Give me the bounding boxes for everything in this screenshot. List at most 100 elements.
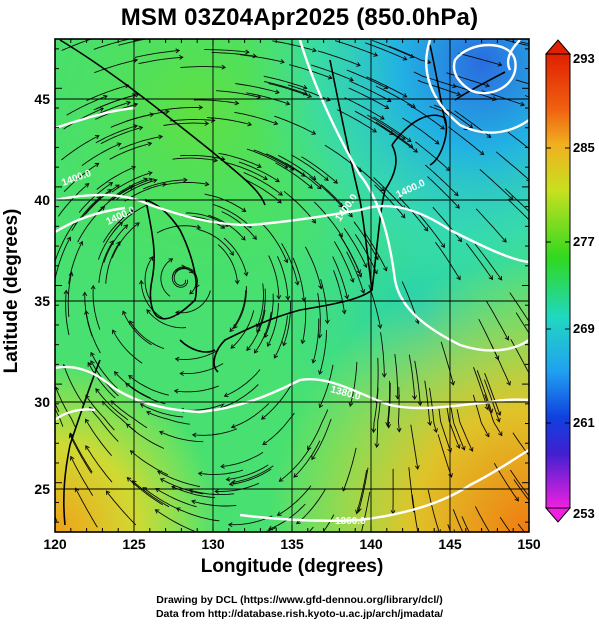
streamline-arrowhead bbox=[66, 236, 72, 242]
streamline-arrowhead bbox=[536, 227, 540, 231]
streamline-arrowhead bbox=[263, 175, 268, 181]
streamline bbox=[292, 257, 305, 302]
x-axis-label: Longitude (degrees) bbox=[200, 556, 384, 577]
streamline bbox=[69, 434, 92, 474]
streamline bbox=[332, 256, 348, 299]
streamline bbox=[85, 445, 113, 483]
streamline-arrowhead bbox=[82, 291, 88, 297]
streamline-arrowhead bbox=[68, 433, 74, 439]
streamline-arrowhead bbox=[175, 32, 179, 36]
streamline-arrowhead bbox=[485, 432, 490, 438]
streamline bbox=[229, 468, 272, 485]
streamline bbox=[373, 116, 412, 142]
streamline-arrowhead bbox=[526, 177, 529, 182]
streamline bbox=[111, 222, 140, 259]
streamline bbox=[215, 482, 260, 492]
streamline-arrowhead bbox=[183, 177, 188, 183]
streamline bbox=[173, 268, 194, 286]
streamline-arrowhead bbox=[363, 263, 368, 269]
streamline-arrowhead bbox=[360, 288, 366, 294]
streamline-arrowhead bbox=[494, 541, 498, 545]
streamline-arrowhead bbox=[165, 109, 170, 115]
streamline-arrowhead bbox=[374, 443, 380, 448]
streamline-arrowhead bbox=[220, 463, 225, 469]
streamline bbox=[274, 315, 288, 359]
streamline-arrowhead bbox=[356, 269, 361, 275]
streamline bbox=[282, 301, 291, 346]
y-axis-label: Latitude (degrees) bbox=[1, 208, 22, 374]
streamline-arrowhead bbox=[118, 221, 123, 227]
streamline bbox=[218, 152, 262, 168]
streamline-arrowhead bbox=[100, 34, 104, 38]
streamline bbox=[427, 176, 460, 209]
streamline-arrowhead bbox=[84, 183, 90, 188]
streamline bbox=[234, 111, 278, 125]
streamline-arrowhead bbox=[311, 455, 316, 461]
streamline-arrowhead bbox=[135, 222, 140, 227]
streamline-arrowhead bbox=[246, 346, 251, 351]
streamline bbox=[180, 154, 225, 160]
streamline bbox=[517, 523, 526, 532]
streamline-arrowhead bbox=[84, 310, 89, 315]
streamline-arrowhead bbox=[531, 326, 535, 330]
streamline-arrowhead bbox=[453, 191, 459, 197]
streamline-arrowhead bbox=[302, 84, 308, 90]
y-tick-label: 45 bbox=[34, 91, 50, 107]
streamline-arrowhead bbox=[245, 49, 250, 55]
streamline bbox=[452, 509, 464, 532]
streamline-arrowhead bbox=[210, 117, 216, 123]
streamline bbox=[334, 40, 378, 57]
x-tick-label: 130 bbox=[201, 536, 225, 552]
streamline bbox=[63, 163, 99, 193]
streamline-arrowhead bbox=[133, 124, 138, 129]
streamline-arrowhead bbox=[514, 496, 519, 502]
streamline bbox=[78, 182, 113, 213]
contour-label: 1360.0 bbox=[335, 516, 366, 527]
streamline bbox=[268, 255, 280, 299]
streamline bbox=[275, 162, 313, 189]
streamline-arrowhead bbox=[311, 218, 317, 224]
streamline-arrowhead bbox=[154, 509, 160, 514]
streamline bbox=[243, 178, 282, 204]
streamline-arrowhead bbox=[492, 96, 497, 101]
streamline bbox=[198, 469, 244, 475]
streamline bbox=[398, 196, 429, 232]
streamline-arrowhead bbox=[275, 89, 280, 95]
streamline bbox=[94, 59, 138, 74]
streamline-arrowhead bbox=[233, 324, 238, 330]
streamline-arrowhead bbox=[536, 465, 540, 469]
streamline-arrowhead bbox=[148, 177, 154, 183]
streamline bbox=[346, 251, 365, 294]
streamline bbox=[172, 157, 218, 162]
streamline-arrowhead bbox=[456, 91, 462, 97]
y-tick-label: 35 bbox=[34, 293, 50, 309]
streamline bbox=[159, 431, 204, 443]
streamline bbox=[474, 506, 490, 532]
streamline-arrowhead bbox=[198, 105, 204, 110]
colorbar-bar bbox=[545, 53, 571, 509]
streamline bbox=[143, 179, 187, 190]
streamline-arrowhead bbox=[355, 509, 360, 515]
streamline-arrowhead bbox=[230, 424, 236, 429]
streamline-arrowhead bbox=[496, 411, 502, 417]
streamline-arrowhead bbox=[276, 511, 282, 516]
streamline-arrowhead bbox=[252, 235, 257, 240]
streamline-arrowhead bbox=[241, 207, 247, 213]
streamline-arrowhead bbox=[139, 403, 145, 408]
streamline-arrowhead bbox=[223, 392, 229, 398]
colorbar-tick-label: 261 bbox=[573, 415, 595, 430]
streamline-arrowhead bbox=[196, 224, 202, 230]
streamline-arrowhead bbox=[333, 179, 338, 184]
streamline bbox=[238, 161, 280, 183]
streamline bbox=[279, 448, 310, 482]
streamline bbox=[128, 375, 169, 396]
streamline-arrowhead bbox=[175, 48, 181, 54]
streamline bbox=[343, 228, 368, 268]
streamline-arrowhead bbox=[303, 90, 308, 96]
streamline-arrowhead bbox=[213, 157, 218, 163]
streamline bbox=[518, 41, 529, 45]
colorbar-bottom-arrow bbox=[544, 507, 572, 523]
streamline bbox=[281, 243, 299, 285]
streamline bbox=[435, 241, 461, 280]
y-tick-label: 30 bbox=[34, 394, 50, 410]
